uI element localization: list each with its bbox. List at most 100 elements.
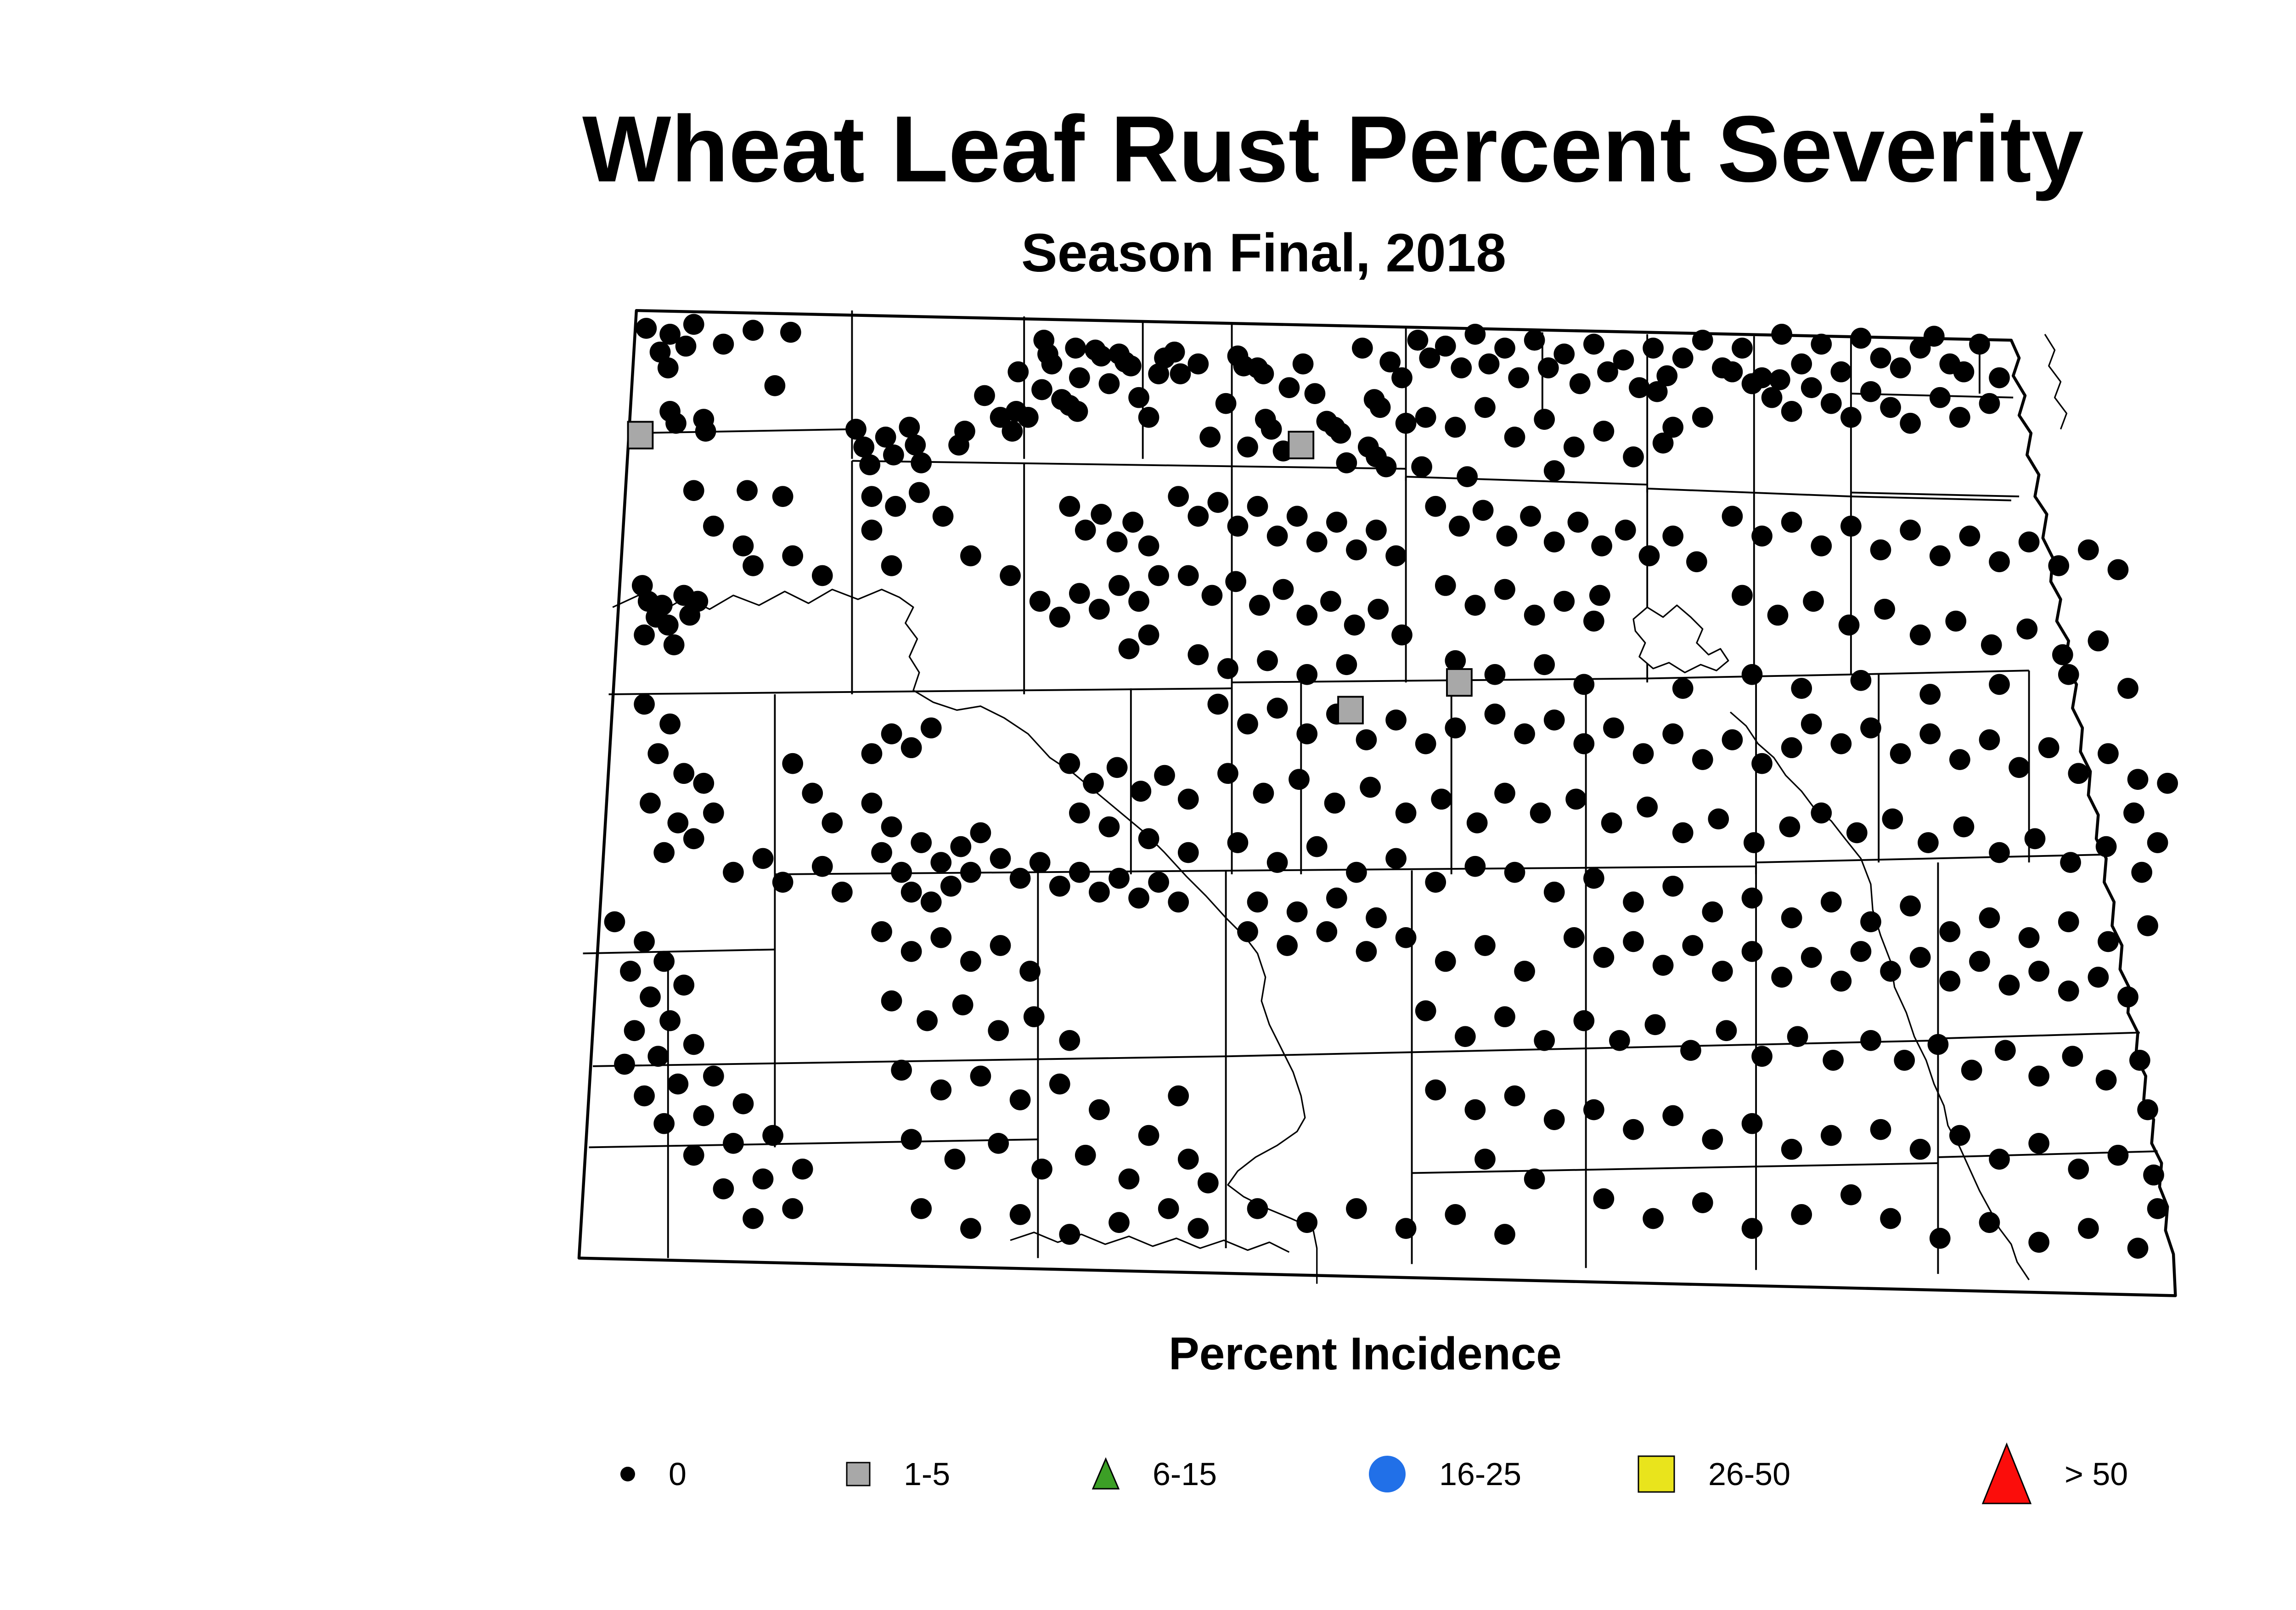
- map-point-severity_0: [1177, 1148, 1199, 1170]
- map-point-severity_0: [1741, 664, 1763, 685]
- county-boundary: [1412, 1162, 1938, 1174]
- map-point-severity_0: [693, 772, 715, 794]
- map-point-severity_0: [1702, 901, 1723, 923]
- map-point-severity_0: [1979, 907, 2000, 929]
- map-point-severity_0: [1266, 852, 1288, 873]
- map-point-severity_0: [1023, 1006, 1045, 1027]
- map-point-severity_0: [1128, 591, 1149, 612]
- map-point-severity_0: [1207, 492, 1229, 513]
- map-point-severity_0: [1530, 802, 1551, 824]
- map-point-severity_0: [1672, 678, 1694, 699]
- map-point-severity_0: [2098, 931, 2119, 952]
- map-point-severity_0: [634, 931, 655, 952]
- map-point-severity_0: [1909, 947, 1931, 968]
- map-point-severity_0: [900, 737, 922, 759]
- map-point-severity_0: [1253, 782, 1274, 804]
- map-point-severity_0: [960, 1218, 981, 1239]
- map-point-severity_0: [1109, 575, 1130, 596]
- map-point-severity_0: [1662, 417, 1684, 438]
- county-boundary: [628, 428, 852, 434]
- map-point-severity_0: [1292, 353, 1314, 375]
- map-point-severity_0: [1959, 525, 1981, 547]
- map-point-severity_0: [1524, 329, 1545, 351]
- map-point-severity_0: [990, 935, 1011, 956]
- map-point-severity_0: [1998, 974, 2020, 996]
- severity-gt-50-triangle-icon: [1981, 1442, 2032, 1505]
- map-point-severity_0: [1890, 743, 1911, 764]
- map-point-severity_0: [1504, 861, 1525, 883]
- map-point-severity_0: [1407, 329, 1429, 351]
- nd-county-map: [577, 309, 2178, 1297]
- map-point-severity_0: [1474, 1148, 1496, 1170]
- map-point-severity_0: [1296, 604, 1318, 626]
- map-point-severity_0: [1543, 460, 1565, 481]
- map-point-severity_0: [2117, 678, 2138, 699]
- map-point-severity_0: [1445, 417, 1466, 438]
- map-point-severity_0: [2088, 967, 2109, 988]
- state-border: [577, 309, 2177, 1297]
- map-point-severity_0: [1781, 1138, 1802, 1160]
- map-point-severity_0: [891, 861, 912, 883]
- map-point-severity_0: [1457, 466, 1478, 487]
- map-point-severity_0: [1415, 406, 1436, 428]
- map-point-severity_0: [634, 1085, 655, 1107]
- county-boundary: [1938, 1031, 2140, 1040]
- map-point-severity_0: [1344, 614, 1365, 636]
- map-point-severity_0: [1543, 531, 1565, 553]
- map-point-severity_0: [845, 418, 867, 440]
- map-point-severity_0: [1741, 1218, 1763, 1239]
- map-point-severity_0: [659, 1010, 681, 1031]
- legend-item-2: 6-15: [1092, 1440, 1217, 1509]
- map-point-severity_0: [1603, 717, 1624, 738]
- map-point-severity_0: [1385, 709, 1407, 731]
- map-point-severity_0: [909, 482, 930, 503]
- map-point-severity_0: [1894, 1050, 1915, 1071]
- map-point-severity_0: [2137, 1099, 2158, 1120]
- map-point-severity_0: [1296, 1212, 1318, 1233]
- map-point-severity_0: [2038, 737, 2060, 759]
- map-point-severity_0: [604, 911, 625, 933]
- county-boundary: [1406, 476, 1648, 486]
- map-point-severity_0: [899, 417, 920, 438]
- page-title: Wheat Leaf Rust Percent Severity: [582, 96, 2084, 202]
- map-point-severity_0: [1336, 452, 1357, 473]
- map-point-severity_0: [631, 575, 653, 596]
- county-boundary: [1851, 495, 2011, 501]
- map-point-severity_0: [1637, 796, 1658, 818]
- map-point-severity_0: [1435, 951, 1456, 972]
- map-point-severity_0: [1722, 729, 1743, 750]
- legend-item-1: 1-5: [846, 1440, 950, 1509]
- map-point-severity_0: [640, 793, 661, 814]
- map-point-severity_0: [2129, 1050, 2150, 1071]
- map-point-severity_0: [1445, 650, 1466, 671]
- map-point-severity_0: [930, 852, 952, 873]
- map-point-severity_0: [782, 753, 804, 774]
- map-point-severity_0: [1880, 1208, 1901, 1229]
- legend-label-3: 16-25: [1439, 1456, 1522, 1492]
- map-point-severity_0: [647, 1046, 669, 1067]
- map-point-severity_0: [1019, 961, 1041, 982]
- map-point-severity_0: [1953, 816, 1975, 838]
- map-point-severity_0: [911, 1198, 932, 1219]
- map-point-severity_0: [1692, 1192, 1713, 1213]
- map-point-severity_0: [1680, 1040, 1701, 1061]
- map-point-severity_0: [2095, 1070, 2117, 1091]
- map-point-severity_0: [1379, 351, 1401, 373]
- map-point-severity_0: [1811, 802, 1832, 824]
- map-point-severity_0: [1247, 495, 1268, 517]
- map-point-severity_0: [811, 856, 833, 877]
- map-point-severity_0: [1652, 955, 1674, 976]
- map-point-severity_0: [1237, 436, 1258, 458]
- map-point-severity_0: [1346, 1198, 1367, 1219]
- map-point-severity_0: [1563, 436, 1585, 458]
- map-point-severity_0: [1672, 347, 1694, 369]
- map-point-severity_0: [1969, 333, 1990, 355]
- map-point-severity_0: [1138, 1125, 1159, 1146]
- map-point-severity_0: [1702, 1129, 1723, 1150]
- map-point-severity_0: [1148, 872, 1169, 893]
- map-point-severity_0: [667, 812, 689, 833]
- map-point-severity_0: [1227, 515, 1249, 537]
- map-point-severity_0: [1919, 723, 1941, 744]
- map-point-severity_0: [1591, 535, 1612, 557]
- map-point-severity_0: [1130, 781, 1152, 802]
